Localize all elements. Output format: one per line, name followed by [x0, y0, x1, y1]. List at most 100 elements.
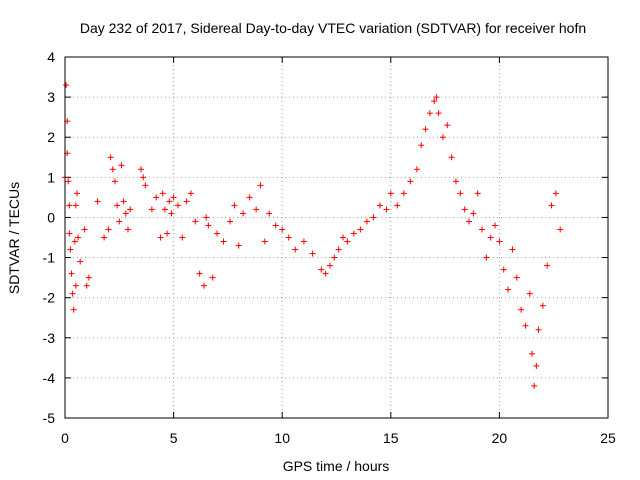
- data-point: [483, 254, 490, 261]
- data-point: [70, 306, 77, 313]
- data-point: [179, 234, 186, 241]
- data-point: [496, 238, 503, 245]
- data-point: [81, 226, 88, 233]
- data-point: [105, 226, 112, 233]
- data-point: [439, 134, 446, 141]
- data-point: [452, 178, 459, 185]
- data-point: [465, 218, 472, 225]
- data-point: [528, 350, 535, 357]
- data-point: [357, 226, 364, 233]
- data-point: [531, 382, 538, 389]
- data-point: [157, 234, 164, 241]
- data-point: [235, 242, 242, 249]
- data-point: [292, 246, 299, 253]
- data-point: [505, 286, 512, 293]
- data-point: [85, 274, 92, 281]
- data-point: [544, 262, 551, 269]
- data-point: [168, 210, 175, 217]
- data-point: [109, 166, 116, 173]
- data-point: [322, 270, 329, 277]
- data-point: [107, 154, 114, 161]
- data-point: [83, 282, 90, 289]
- data-point: [203, 214, 210, 221]
- data-point: [205, 222, 212, 229]
- data-point: [164, 230, 171, 237]
- data-point: [118, 162, 125, 169]
- y-tick-label: -3: [43, 330, 56, 346]
- data-point: [526, 290, 533, 297]
- data-point: [426, 110, 433, 117]
- data-point: [66, 230, 73, 237]
- data-point: [214, 230, 221, 237]
- data-point: [522, 322, 529, 329]
- data-point: [227, 218, 234, 225]
- data-point: [509, 246, 516, 253]
- data-point: [231, 202, 238, 209]
- plot-frame: [64, 56, 609, 419]
- data-point: [65, 178, 72, 185]
- data-point: [75, 234, 82, 241]
- y-tick-label: -4: [43, 370, 56, 386]
- data-point: [161, 206, 168, 213]
- data-point: [285, 234, 292, 241]
- data-point: [196, 270, 203, 277]
- data-point: [318, 266, 325, 273]
- data-points: [62, 82, 564, 389]
- data-point: [400, 190, 407, 197]
- data-point: [73, 190, 80, 197]
- data-point: [71, 238, 78, 245]
- data-point: [77, 258, 84, 265]
- y-tick-label: -1: [43, 250, 56, 266]
- x-tick-label: 20: [492, 430, 508, 446]
- grid-lines: [65, 57, 608, 418]
- data-point: [444, 122, 451, 129]
- data-point: [340, 234, 347, 241]
- data-point: [387, 190, 394, 197]
- y-tick-label: 3: [47, 89, 55, 105]
- data-point: [124, 226, 131, 233]
- data-point: [101, 234, 108, 241]
- data-point: [246, 194, 253, 201]
- data-point: [174, 202, 181, 209]
- x-tick-label: 25: [600, 430, 616, 446]
- data-point: [187, 190, 194, 197]
- y-tick-label: -5: [43, 410, 56, 426]
- data-point: [433, 94, 440, 101]
- data-point: [69, 290, 76, 297]
- data-point: [448, 154, 455, 161]
- data-point: [120, 198, 127, 205]
- chart-title: Day 232 of 2017, Sidereal Day-to-day VTE…: [80, 20, 586, 36]
- data-point: [94, 198, 101, 205]
- data-point: [63, 82, 70, 89]
- data-point: [127, 206, 134, 213]
- x-tick-label: 5: [170, 430, 178, 446]
- data-point: [335, 246, 342, 253]
- data-point: [461, 206, 468, 213]
- data-point: [535, 326, 542, 333]
- x-tick-label: 15: [383, 430, 399, 446]
- data-point: [435, 110, 442, 117]
- data-point: [68, 270, 75, 277]
- x-tick-label: 10: [274, 430, 290, 446]
- data-point: [300, 238, 307, 245]
- data-point: [240, 210, 247, 217]
- data-point: [363, 218, 370, 225]
- data-point: [122, 210, 129, 217]
- y-tick-label: 4: [47, 49, 55, 65]
- data-point: [326, 262, 333, 269]
- data-point: [66, 202, 73, 209]
- data-point: [370, 214, 377, 221]
- data-point: [492, 222, 499, 229]
- data-point: [309, 250, 316, 257]
- x-tick-label: 0: [61, 430, 69, 446]
- data-point: [418, 142, 425, 149]
- data-point: [153, 194, 160, 201]
- data-point: [422, 126, 429, 133]
- data-point: [518, 306, 525, 313]
- y-axis-label: SDTVAR / TECUs: [6, 182, 22, 294]
- data-point: [272, 222, 279, 229]
- data-point: [552, 190, 559, 197]
- data-point: [539, 302, 546, 309]
